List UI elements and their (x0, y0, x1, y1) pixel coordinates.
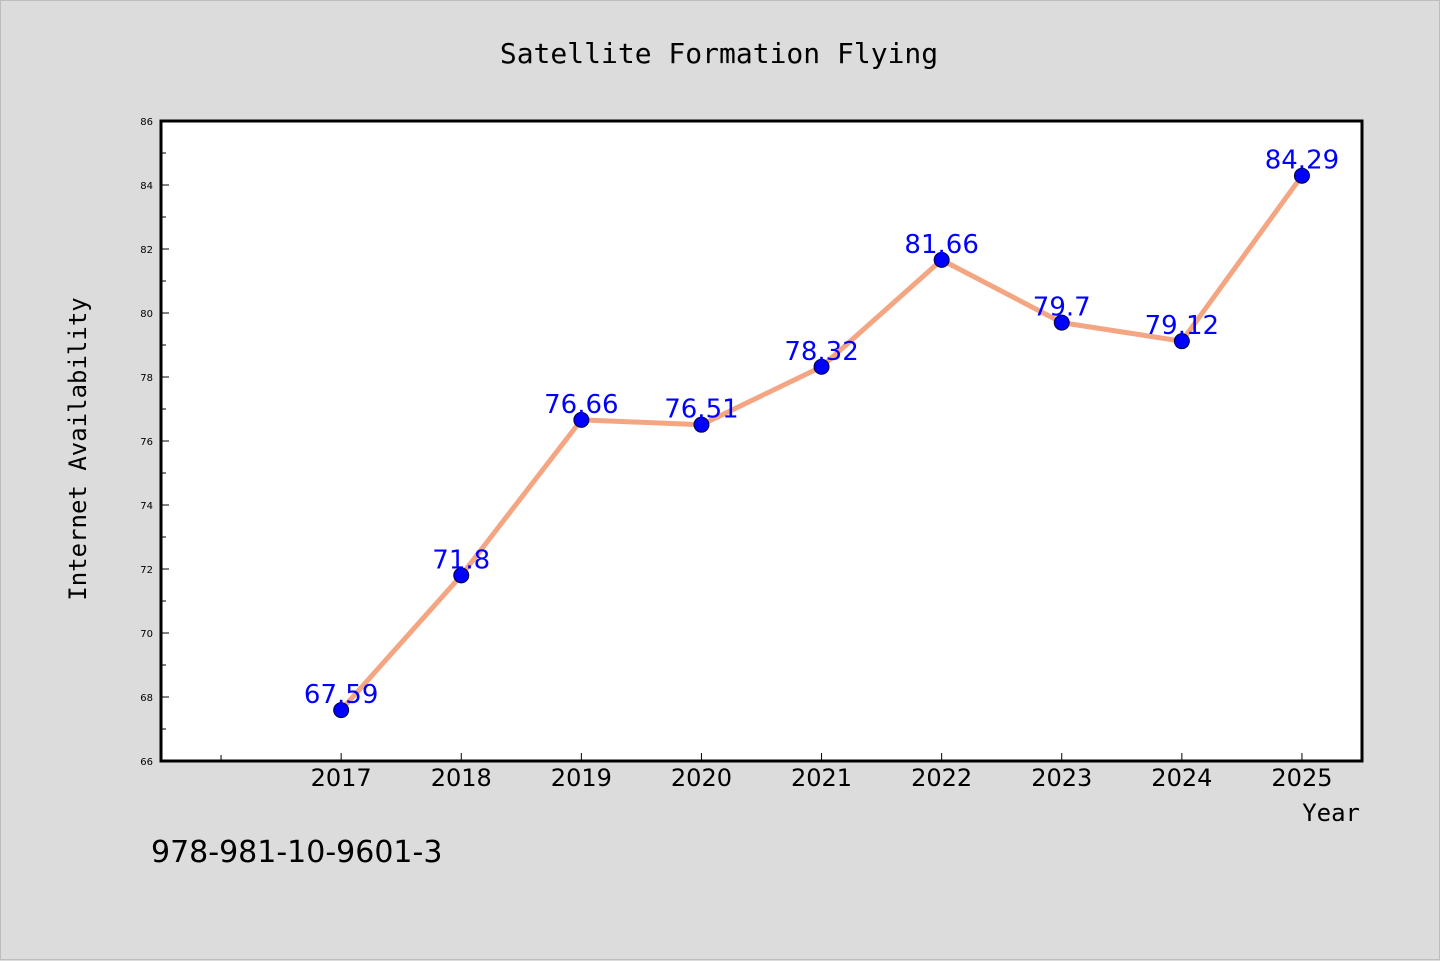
y-tick-label: 68 (140, 693, 153, 704)
y-tick-label: 78 (140, 373, 153, 384)
data-point (1053, 314, 1070, 331)
x-tick-label: 2018 (431, 764, 492, 792)
y-axis: 66 68 70 72 74 76 78 80 82 84 86 (140, 117, 169, 768)
data-label: 78.32 (784, 337, 858, 367)
y-tick-label: 86 (140, 117, 153, 128)
x-tick-label: 2023 (1031, 764, 1092, 792)
data-point (1173, 333, 1190, 350)
data-label: 84.29 (1265, 146, 1339, 176)
data-label: 79.7 (1033, 293, 1091, 323)
x-tick-label: 2025 (1271, 764, 1332, 792)
data-label: 76.51 (664, 395, 738, 425)
y-tick-label: 74 (140, 501, 153, 512)
y-tick-label: 80 (140, 309, 153, 320)
data-label: 79.12 (1145, 311, 1219, 341)
data-point (573, 411, 590, 428)
x-tick-label: 2024 (1151, 764, 1212, 792)
plot-frame (159, 119, 1364, 763)
y-tick-label: 70 (140, 629, 153, 640)
chart-title: Satellite Formation Flying (500, 37, 938, 70)
data-point (1293, 167, 1310, 184)
x-tick-label: 2019 (551, 764, 612, 792)
y-tick-label: 66 (140, 757, 153, 768)
data-point (333, 702, 350, 719)
footnote-text: 978-981-10-9601-3 (151, 835, 443, 870)
data-label: 76.66 (544, 390, 618, 420)
plot-area (161, 121, 1362, 761)
y-tick-label: 82 (140, 245, 153, 256)
x-axis-label: Year (1302, 799, 1360, 827)
y-tick-label: 76 (140, 437, 153, 448)
y-axis-label: Internet Availability (64, 297, 92, 600)
y-tick-label: 84 (140, 181, 153, 192)
y-tick-label: 72 (140, 565, 153, 576)
data-point (813, 358, 830, 375)
data-point (693, 416, 710, 433)
x-tick-label: 2020 (671, 764, 732, 792)
data-point (933, 251, 950, 268)
series-layer: 67.59 71.8 76.66 76.51 78.32 81.66 79.7 79.12 84… (304, 146, 1339, 719)
x-tick-label: 2021 (791, 764, 852, 792)
x-tick-label: 2017 (311, 764, 372, 792)
data-label: 81.66 (904, 230, 978, 260)
x-tick-label: 2022 (911, 764, 972, 792)
x-axis: 2017 2018 2019 2020 2021 2022 2023 2024 2025 (220, 753, 1332, 792)
data-label: 71.8 (432, 545, 490, 575)
data-point (453, 567, 470, 584)
data-label: 67.59 (304, 680, 378, 710)
